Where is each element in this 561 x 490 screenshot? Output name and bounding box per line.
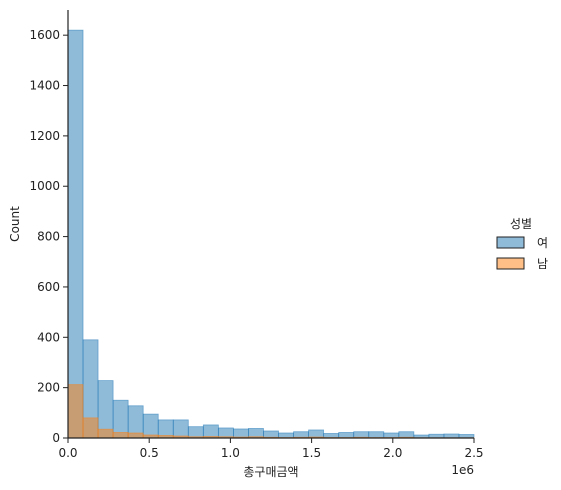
y-tick-label: 800 xyxy=(37,230,60,244)
y-tick-label: 1600 xyxy=(29,28,60,42)
legend-title: 성별 xyxy=(510,217,532,231)
y-tick-label: 0 xyxy=(52,431,60,445)
x-tick-label: 2.0 xyxy=(383,446,402,460)
bar-female-20 xyxy=(368,431,385,439)
x-axis-offset-label: 1e6 xyxy=(451,463,474,477)
y-axis-ticks: 0 200 400 600 800 1000 1200 1400 1600 xyxy=(29,28,68,445)
bar-female-7 xyxy=(172,419,189,439)
x-tick-label: 1.0 xyxy=(221,446,240,460)
x-axis-ticks: 0.0 0.5 1.0 1.5 2.0 2.5 xyxy=(58,438,484,460)
x-tick-label: 1.5 xyxy=(302,446,321,460)
legend-swatch-male xyxy=(496,257,525,270)
x-tick-label: 0.0 xyxy=(58,446,77,460)
bar-female-9 xyxy=(202,424,219,439)
bar-male-2 xyxy=(97,428,114,439)
legend-label-female: 여 xyxy=(537,236,548,250)
axes xyxy=(67,10,474,439)
legend-swatch-female xyxy=(496,236,525,249)
y-axis-title: Count xyxy=(8,206,22,242)
y-tick-label: 200 xyxy=(37,381,60,395)
legend: 성별 여 남 xyxy=(496,217,548,271)
bar-male-1 xyxy=(82,417,99,439)
x-tick-label: 0.5 xyxy=(140,446,159,460)
series-female-bars xyxy=(67,29,475,439)
bar-female-5 xyxy=(142,413,159,439)
y-tick-label: 1000 xyxy=(29,179,60,193)
bar-male-3 xyxy=(112,432,129,439)
y-tick-label: 1200 xyxy=(29,129,60,143)
y-tick-label: 1400 xyxy=(29,79,60,93)
x-tick-label: 2.5 xyxy=(464,446,483,460)
legend-label-male: 남 xyxy=(537,257,548,271)
bar-female-8 xyxy=(187,426,204,439)
x-axis-title: 총구매금액 xyxy=(243,465,298,479)
y-tick-label: 400 xyxy=(37,330,60,344)
bar-male-4 xyxy=(127,432,144,439)
bar-female-0 xyxy=(67,29,84,439)
y-tick-label: 600 xyxy=(37,280,60,294)
bar-male-0 xyxy=(67,384,84,439)
